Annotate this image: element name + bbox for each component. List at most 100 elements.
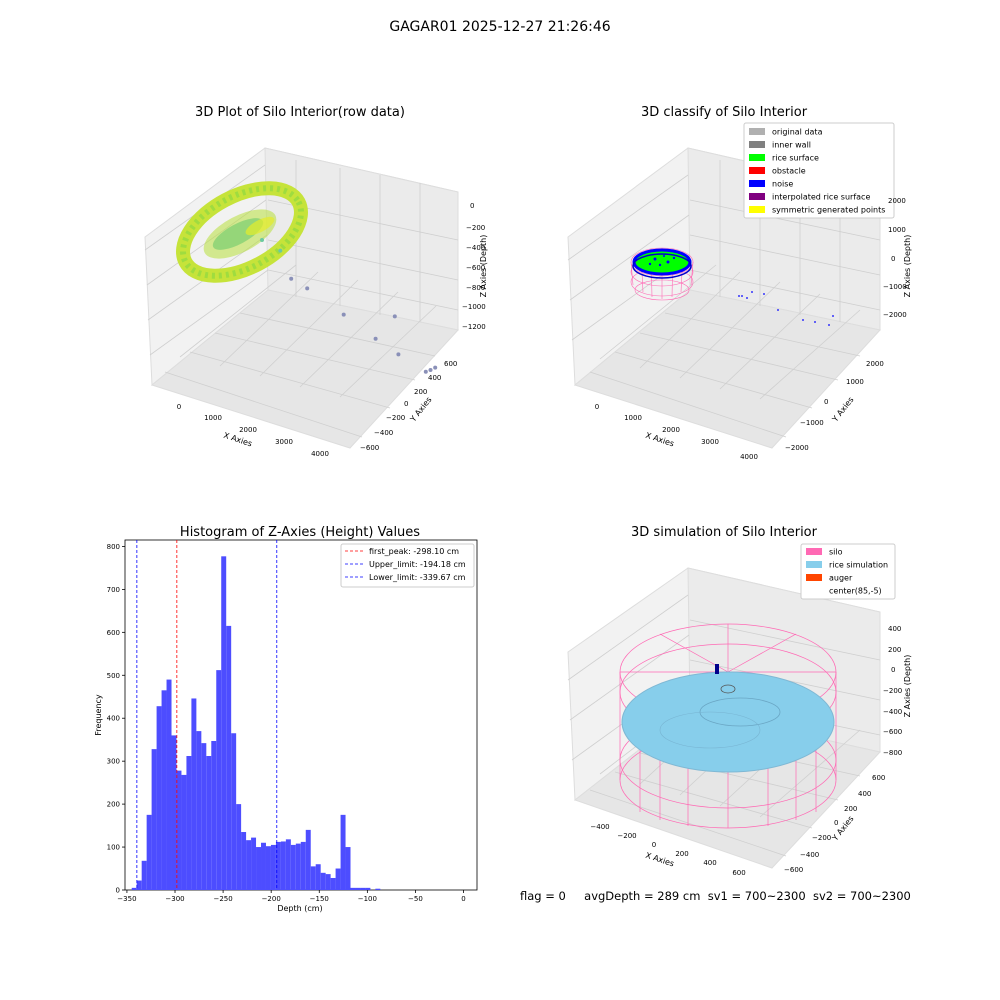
raw-data-3d-plot: 3D Plot of Silo Interior(row data) xyxy=(144,105,488,458)
simulation-y-tick: −600 xyxy=(784,866,803,874)
classify-legend-swatch xyxy=(749,128,765,135)
classify-legend-label: original data xyxy=(772,128,823,137)
raw-plot-title: 3D Plot of Silo Interior(row data) xyxy=(195,105,405,120)
simulation-x-tick: 200 xyxy=(675,850,688,858)
simulation-legend: silo rice simulation auger center(85,-5) xyxy=(800,543,896,600)
raw-data-cloud xyxy=(176,181,308,283)
raw-z-tick: −600 xyxy=(466,264,485,272)
raw-z-tick: −400 xyxy=(466,244,485,252)
histogram-bar xyxy=(365,887,371,890)
raw-grid xyxy=(144,160,459,438)
raw-outlier-point xyxy=(373,336,378,341)
raw-y-tick: 0 xyxy=(404,400,408,408)
raw-z-tick: 0 xyxy=(470,202,474,210)
classify-x-tick: 4000 xyxy=(740,453,758,461)
classify-z-tick: −2000 xyxy=(883,311,907,319)
simulation-legend-label: rice simulation xyxy=(829,561,888,570)
simulation-y-tick: 0 xyxy=(834,819,838,827)
classify-y-tick: 0 xyxy=(824,398,828,406)
histogram-title: Histogram of Z-Axies (Height) Values xyxy=(180,525,420,540)
classify-x-tick: 1000 xyxy=(624,414,642,422)
simulation-x-tick: 400 xyxy=(703,859,716,867)
classify-z-tick: −1000 xyxy=(883,283,907,291)
raw-outlier-point xyxy=(428,368,433,372)
histogram-bar xyxy=(261,842,266,890)
classify-x-tick: 0 xyxy=(595,403,599,411)
histogram-bar xyxy=(231,733,237,890)
raw-z-tick: −200 xyxy=(466,224,485,232)
raw-y-tick: 400 xyxy=(428,374,441,382)
classify-rice-surface xyxy=(632,248,692,279)
raw-outlier-point xyxy=(305,286,310,291)
histogram-legend-label: Upper_limit: -194.18 cm xyxy=(369,560,466,569)
classify-legend-label: inner wall xyxy=(772,141,811,150)
simulation-x-tick: −400 xyxy=(590,823,609,831)
histogram-bar xyxy=(206,756,212,890)
classify-noise-points xyxy=(738,291,834,326)
histogram-x-tick-label: −150 xyxy=(310,895,329,903)
raw-x-tick: 4000 xyxy=(311,450,329,458)
histogram-bar xyxy=(156,706,162,890)
simulation-x-tick: −200 xyxy=(617,832,636,840)
histogram-x-tick-label: −100 xyxy=(358,895,377,903)
histogram-x-tick-label: −300 xyxy=(165,895,184,903)
histogram-bar xyxy=(136,880,142,890)
histogram-bar xyxy=(270,844,276,890)
simulation-z-label: Z Axies (Depth) xyxy=(903,655,912,718)
simulation-z-tick: −600 xyxy=(883,728,902,736)
histogram-bar xyxy=(246,840,252,890)
histogram-bar xyxy=(265,846,271,890)
classify-y-tick: 2000 xyxy=(866,360,884,368)
raw-outlier-point xyxy=(289,276,294,281)
histogram-bar xyxy=(241,832,247,890)
flag-value: flag = 0 xyxy=(520,889,566,903)
raw-z-tick: −800 xyxy=(466,284,485,292)
classify-plot-title: 3D classify of Silo Interior xyxy=(641,105,808,120)
histogram-bar xyxy=(360,887,366,890)
classify-legend-label: rice surface xyxy=(772,154,819,163)
sv1-value: sv1 = 700~2300 xyxy=(707,889,806,903)
raw-y-tick: 200 xyxy=(414,388,427,396)
histogram-bar xyxy=(300,841,306,890)
histogram-x-tick-label: −200 xyxy=(262,895,281,903)
histogram-bar xyxy=(171,735,177,890)
classify-legend: original data inner wall rice surface obsta… xyxy=(743,122,895,219)
avg-depth-value: avgDepth = 289 cm xyxy=(584,889,701,903)
raw-outlier-point xyxy=(392,314,397,319)
classify-floor-pane xyxy=(573,289,881,449)
simulation-x-tick: 600 xyxy=(732,869,745,877)
classify-y-label: Y Axies xyxy=(830,395,856,424)
histogram-bar xyxy=(131,887,137,890)
histogram-bar xyxy=(161,690,167,890)
histogram-bar xyxy=(186,756,192,890)
simulation-legend-swatch xyxy=(806,548,822,555)
classify-legend-swatch xyxy=(749,193,765,200)
histogram-bar xyxy=(285,839,291,890)
simulation-y-tick: 200 xyxy=(844,805,857,813)
histogram-bar xyxy=(375,888,381,890)
histogram-bar xyxy=(256,847,262,890)
histogram-y-label: Frequency xyxy=(94,694,103,736)
classify-z-tick: 2000 xyxy=(888,197,906,205)
histogram-bar xyxy=(325,874,331,890)
histogram-bar xyxy=(151,749,157,890)
simulation-y-tick: 600 xyxy=(872,774,885,782)
histogram-bar xyxy=(236,804,242,890)
histogram-bar xyxy=(146,814,152,890)
raw-z-tick: −1200 xyxy=(462,323,486,331)
depth-histogram: Histogram of Z-Axies (Height) Values −35… xyxy=(94,525,478,913)
raw-floor-pane xyxy=(150,289,459,449)
raw-x-tick: 2000 xyxy=(239,426,257,434)
classify-y-tick: −2000 xyxy=(785,444,809,452)
raw-outlier-point xyxy=(260,238,264,242)
histogram-y-tick-label: 400 xyxy=(107,715,120,723)
classify-y-tick: 1000 xyxy=(846,378,864,386)
classify-grid xyxy=(567,160,881,438)
classify-y-tick: −1000 xyxy=(800,419,824,427)
histogram-y-tick-label: 700 xyxy=(107,586,120,594)
classify-z-tick: 0 xyxy=(891,255,895,263)
classify-legend-swatch xyxy=(749,180,765,187)
histogram-bar xyxy=(226,625,232,890)
classify-legend-swatch xyxy=(749,154,765,161)
classify-legend-swatch xyxy=(749,167,765,174)
